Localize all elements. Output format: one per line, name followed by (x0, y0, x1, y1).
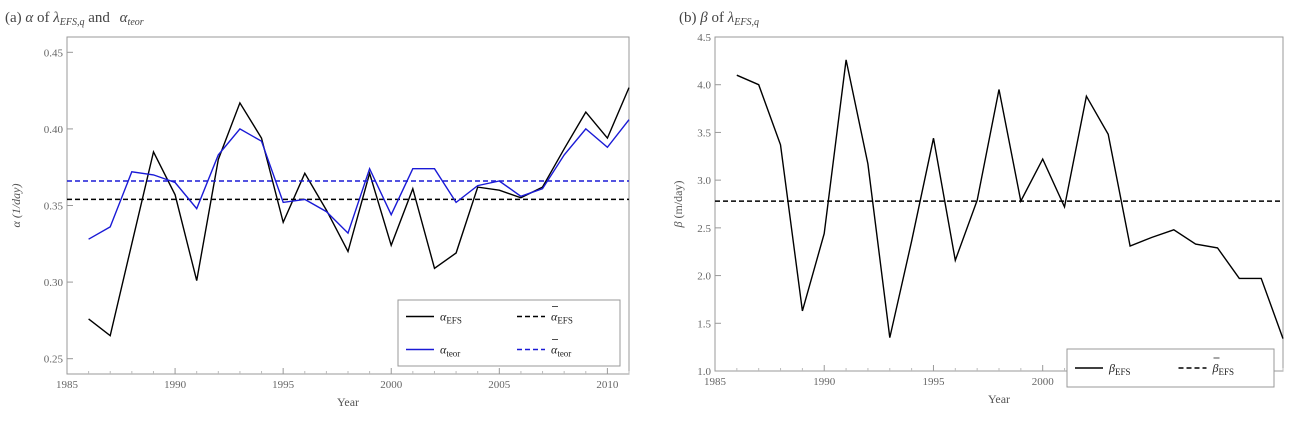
x-tick-label: 2000 (380, 379, 403, 391)
y-tick-label: 4.0 (697, 80, 711, 92)
series-line-0 (736, 59, 1284, 339)
y-tick-label: 0.25 (44, 354, 64, 366)
x-tick-label: 2000 (1032, 376, 1055, 388)
legend: βEFS βEFS (1066, 348, 1275, 388)
y-tick-label: 1.5 (697, 318, 711, 330)
y-tick-label: 1.0 (697, 366, 711, 378)
legend-entry: αEFS (440, 310, 462, 326)
chart-title: (b) β of λEFS,q (679, 10, 759, 28)
x-tick-label: 1990 (164, 379, 187, 391)
chart-panel-1: (b) β of λEFS,q1985199019952000200520101… (671, 10, 1284, 406)
series-line-2 (88, 119, 630, 240)
x-axis-label: Year (337, 395, 359, 409)
x-tick-label: 1995 (272, 379, 295, 391)
x-tick-label: 1995 (922, 376, 945, 388)
y-tick-label: 0.45 (44, 47, 64, 59)
x-tick-label: 1985 (56, 379, 79, 391)
x-tick-label: 1985 (704, 376, 727, 388)
legend-box (397, 299, 621, 367)
chart-panel-0: (a) α of λEFS,q and αteor 1985 1990 1995 200… (5, 10, 630, 409)
y-tick-label: 4.5 (697, 32, 711, 44)
y-tick-label: 3.0 (697, 175, 711, 187)
legend-entry: αteor (440, 343, 460, 359)
x-tick-label: 2010 (596, 379, 619, 391)
chart-title: (a) α of λEFS,q and αteor (5, 10, 144, 28)
y-tick-label: 0.35 (44, 201, 64, 213)
series-line-0 (88, 87, 630, 337)
legend: αEFS αEFS αteor αteor (397, 299, 621, 367)
y-axis-label: β (m/day) (671, 181, 685, 229)
y-tick-label: 2.5 (697, 223, 711, 235)
x-tick-label: 1990 (813, 376, 836, 388)
x-tick-label: 2005 (488, 379, 511, 391)
y-tick-label: 0.30 (44, 277, 64, 289)
legend-entry: αEFS (551, 310, 573, 326)
y-tick-label: 0.40 (44, 124, 64, 136)
x-axis-label: Year (988, 392, 1010, 406)
legend-entry: βEFS (1212, 361, 1235, 377)
legend-entry: βEFS (1108, 361, 1131, 377)
legend-entry: αteor (551, 343, 571, 359)
y-tick-label: 2.0 (697, 271, 711, 283)
y-tick-label: 3.5 (697, 127, 711, 139)
y-axis-label: α (1/day) (9, 184, 23, 228)
plot-frame (714, 36, 1284, 372)
